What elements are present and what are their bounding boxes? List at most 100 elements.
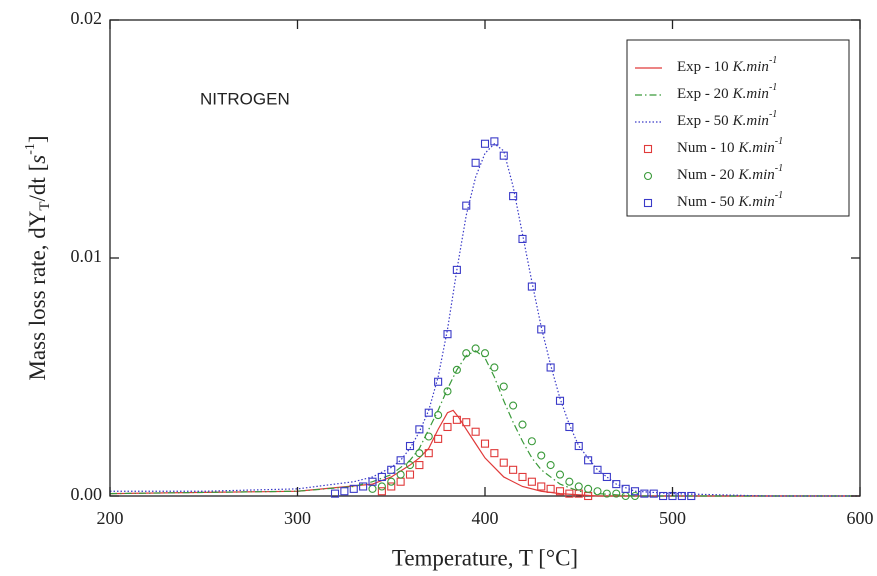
square-marker — [462, 201, 471, 210]
square-marker — [415, 461, 424, 470]
circle-marker — [537, 451, 546, 460]
square-marker — [471, 158, 480, 167]
circle-marker — [518, 420, 527, 429]
square-marker — [424, 449, 433, 458]
y-label-text: Mass loss rate, dY — [25, 210, 50, 380]
x-tick-label: 600 — [847, 508, 874, 528]
square-marker — [546, 484, 555, 493]
legend-entry: Num - 20 K.min-1 — [677, 163, 783, 183]
legend-entry: Num - 10 K.min-1 — [677, 136, 783, 156]
y-label-sup: -1 — [23, 143, 38, 155]
square-marker — [396, 456, 405, 465]
square-marker — [452, 415, 461, 424]
circle-marker — [443, 387, 452, 396]
plot-area — [109, 137, 860, 501]
square-marker — [565, 422, 574, 432]
square-marker — [659, 491, 668, 501]
circle-marker — [612, 489, 621, 498]
square-marker — [480, 439, 490, 448]
legend-name: Num - 20 — [677, 167, 735, 183]
circle-marker — [471, 344, 480, 353]
legend-entry: Exp - 50 K.min-1 — [677, 109, 777, 129]
y-tick-label: 0.02 — [71, 8, 103, 28]
square-marker — [405, 470, 415, 479]
square-marker — [377, 487, 386, 496]
square-marker — [424, 408, 433, 417]
circle-marker — [602, 489, 611, 498]
square-marker — [405, 441, 415, 451]
square-marker — [490, 137, 499, 146]
circle-marker — [584, 484, 593, 493]
square-marker — [687, 491, 696, 501]
legend-name: Exp - 10 — [677, 59, 729, 75]
circle-marker — [415, 449, 424, 458]
square-marker — [415, 425, 424, 434]
square-marker — [434, 377, 443, 386]
square-marker — [537, 325, 546, 334]
legend-unit-exp: -1 — [769, 109, 777, 120]
square-marker — [677, 491, 686, 501]
square-marker — [443, 422, 452, 432]
square-marker — [643, 144, 653, 154]
legend-entry: Exp - 10 K.min-1 — [677, 55, 777, 75]
circle-marker — [452, 365, 461, 374]
circle-marker — [462, 349, 471, 358]
square-marker — [349, 484, 358, 493]
circle-marker — [546, 461, 555, 470]
square-marker — [499, 458, 508, 467]
square-marker — [574, 441, 583, 451]
legend-unit: K.min — [738, 140, 775, 156]
x-tick-label: 500 — [659, 508, 686, 528]
square-marker — [640, 489, 649, 498]
legend-entry: Exp - 20 K.min-1 — [677, 82, 777, 102]
square-marker — [518, 472, 527, 482]
legend-unit: K.min — [732, 113, 769, 129]
square-marker — [377, 472, 386, 482]
square-marker — [621, 484, 630, 493]
square-marker — [555, 487, 565, 496]
circle-marker — [405, 461, 415, 470]
legend-unit-exp: -1 — [775, 163, 783, 174]
x-tick-label: 300 — [284, 508, 311, 528]
square-marker — [546, 363, 555, 372]
circle-marker — [509, 401, 518, 410]
circle-marker — [387, 477, 396, 486]
square-marker — [612, 480, 621, 489]
y-label-mid: /dt [ — [25, 164, 50, 202]
circle-marker — [377, 482, 386, 491]
square-marker — [518, 234, 527, 244]
legend-name: Num - 50 — [677, 194, 735, 210]
square-marker — [480, 139, 490, 148]
square-marker — [630, 487, 640, 496]
x-axis-label: Temperature, T [°C] — [392, 545, 578, 570]
circle-marker — [565, 477, 574, 486]
square-marker — [359, 482, 368, 491]
x-tick-label: 200 — [97, 508, 124, 528]
circle-marker — [480, 349, 490, 358]
square-marker — [565, 489, 574, 498]
square-marker — [499, 151, 508, 160]
x-tick-label: 400 — [472, 508, 499, 528]
legend-name: Num - 10 — [677, 140, 735, 156]
square-marker — [434, 434, 443, 443]
legend-unit: K.min — [738, 167, 775, 183]
legend-unit: K.min — [732, 86, 769, 102]
legend-entry: Num - 50 K.min-1 — [677, 190, 783, 210]
circle-marker — [527, 437, 536, 446]
circle-marker — [499, 382, 508, 391]
circle-marker — [396, 470, 405, 479]
legend-unit: K.min — [738, 194, 775, 210]
legend-unit-exp: -1 — [769, 82, 777, 93]
square-marker — [509, 465, 518, 474]
square-marker — [490, 449, 499, 458]
y-tick-label: 0.01 — [71, 246, 103, 266]
y-label-sub: T — [37, 201, 53, 210]
annotation: NITROGEN — [200, 89, 290, 108]
legend-unit-exp: -1 — [775, 190, 783, 201]
square-marker — [462, 418, 471, 427]
circle-marker — [593, 487, 602, 496]
circle-marker — [555, 470, 565, 479]
legend-name: Exp - 20 — [677, 86, 729, 102]
y-tick-label: 0.00 — [71, 484, 103, 504]
